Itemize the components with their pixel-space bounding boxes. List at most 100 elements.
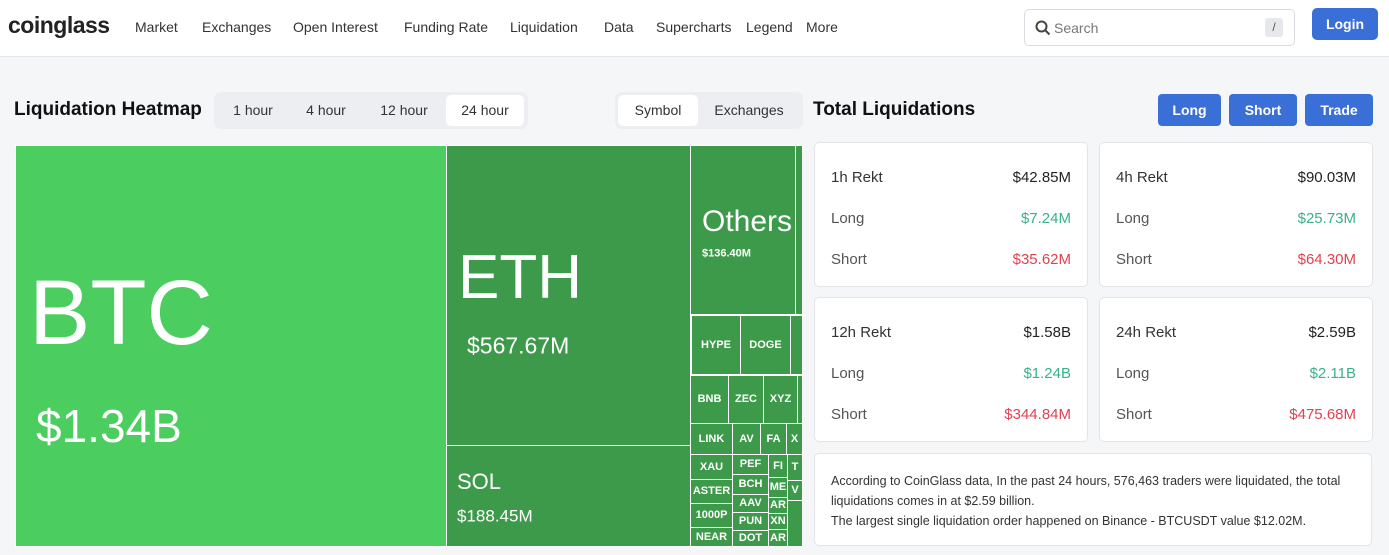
summary-note: According to CoinGlass data, In the past… — [814, 453, 1372, 546]
time-tab[interactable]: 24 hour — [446, 95, 524, 126]
heatmap-tile[interactable]: AAV — [732, 494, 769, 513]
tile-label: AAV — [739, 497, 762, 509]
view-tab[interactable]: Exchanges — [714, 102, 784, 118]
heatmap-tile[interactable]: FI — [768, 454, 788, 478]
tile-label: PEF — [739, 458, 762, 470]
card-row: 12h Rekt $1.58B — [831, 324, 1071, 341]
nav-link[interactable]: Open Interest — [293, 19, 378, 35]
tile-label: BTC — [29, 262, 213, 364]
search-icon — [1035, 20, 1051, 36]
heatmap-tile[interactable]: SOL $188.45M — [446, 445, 691, 547]
row-label: Long — [831, 210, 865, 227]
heatmap-tile[interactable]: AR — [768, 529, 788, 547]
heatmap-tile[interactable]: LINK — [690, 423, 733, 455]
tile-value: $136.40M — [702, 247, 751, 260]
card-row: Long $1.24B — [831, 365, 1071, 382]
tile-label: V — [791, 484, 799, 496]
nav-link[interactable]: Market — [135, 19, 178, 35]
heatmap-tile[interactable]: AR — [768, 497, 788, 514]
heatmap-tile[interactable]: 1000P — [690, 503, 733, 528]
card-row: Short $475.68M — [1116, 406, 1356, 423]
heatmap-tile[interactable]: XAU — [690, 454, 733, 480]
action-button[interactable]: Long — [1158, 94, 1221, 126]
heatmap-tile[interactable]: BCH — [732, 474, 769, 495]
heatmap-tile[interactable]: XYZ — [763, 375, 798, 424]
heatmap-tile[interactable]: NEAR — [690, 527, 733, 547]
row-label: 12h Rekt — [831, 324, 892, 341]
heatmap-tile[interactable]: ETH $567.67M — [446, 145, 691, 446]
heatmap-tile[interactable]: PUN — [732, 512, 769, 531]
nav-link[interactable]: Legend — [746, 19, 793, 35]
time-tab[interactable]: 12 hour — [380, 102, 428, 118]
tile-value: $1.34B — [36, 400, 182, 452]
card-row: Short $35.62M — [831, 251, 1071, 268]
note-line: According to CoinGlass data, In the past… — [831, 474, 1341, 508]
row-label: 4h Rekt — [1116, 169, 1168, 186]
rekt-card: 4h Rekt $90.03M Long $25.73M Short $64.30M — [1099, 142, 1373, 287]
heatmap-tile[interactable]: BTC $1.34B — [15, 145, 447, 547]
tile-label: AR — [770, 531, 786, 544]
tile-label: ME — [769, 481, 787, 493]
heatmap-tile[interactable]: DOT — [732, 530, 769, 547]
row-label: Long — [1116, 210, 1150, 227]
rekt-card: 12h Rekt $1.58B Long $1.24B Short $344.84M — [814, 297, 1088, 442]
view-tabs: Symbol Exchanges — [615, 92, 803, 129]
heatmap-tile[interactable]: PEF — [732, 454, 769, 475]
tile-label: ZEC — [735, 393, 757, 405]
nav-link[interactable]: Funding Rate — [404, 19, 489, 35]
tile-label: ETH — [458, 243, 582, 312]
tile-label: DOT — [738, 532, 763, 544]
heatmap-tile[interactable]: XN — [768, 513, 788, 530]
tile-label: T — [791, 461, 799, 473]
nav-link[interactable]: Exchanges — [202, 19, 272, 35]
row-value: $64.30M — [1297, 251, 1356, 268]
heatmap-tile[interactable]: DOGE — [740, 315, 791, 375]
card-row: Long $7.24M — [831, 210, 1071, 227]
tile-label: SOL — [457, 469, 502, 494]
card-row: 1h Rekt $42.85M — [831, 169, 1071, 186]
section-title: Total Liquidations — [813, 99, 976, 120]
row-label: Short — [1116, 406, 1152, 423]
rekt-card: 24h Rekt $2.59B Long $2.11B Short $475.68M — [1099, 297, 1373, 442]
nav-link[interactable]: Liquidation — [510, 19, 578, 35]
row-value: $25.73M — [1297, 210, 1356, 227]
heatmap-tile[interactable]: Others $136.40M — [690, 145, 796, 315]
heatmap-tile[interactable]: V — [787, 480, 803, 501]
heatmap-tile[interactable]: ME — [768, 477, 788, 498]
row-label: Long — [1116, 365, 1150, 382]
search-box[interactable]: Search / — [1024, 9, 1295, 46]
heatmap-tile[interactable]: HYPE — [691, 315, 741, 375]
card-row: 4h Rekt $90.03M — [1116, 169, 1356, 186]
tile-label: NEAR — [695, 530, 728, 543]
nav-link[interactable]: Data — [604, 19, 634, 35]
time-tab[interactable]: 1 hour — [233, 102, 273, 118]
nav-link[interactable]: Supercharts — [656, 19, 732, 35]
heatmap-tile[interactable]: BNB — [690, 375, 729, 424]
heatmap-tile[interactable]: ZEC — [728, 375, 764, 424]
action-button[interactable]: Short — [1229, 94, 1297, 126]
heatmap-tile[interactable]: FA — [760, 423, 787, 455]
heatmap-tile[interactable]: T — [787, 454, 803, 481]
tile-value: $567.67M — [467, 332, 570, 359]
view-tab[interactable]: Symbol — [618, 95, 698, 126]
heatmap-tile[interactable]: ASTER — [690, 479, 733, 504]
row-label: 24h Rekt — [1116, 324, 1177, 341]
tile-label: XYZ — [769, 393, 792, 405]
login-button[interactable]: Login — [1312, 8, 1378, 40]
tile-label: AR — [770, 499, 786, 511]
heatmap-tile — [795, 145, 803, 315]
time-tab[interactable]: 4 hour — [306, 102, 346, 118]
row-label: Short — [831, 251, 867, 268]
heatmap-tile[interactable]: AV — [732, 423, 761, 455]
tile-label: BCH — [738, 478, 763, 490]
action-button[interactable]: Trade — [1305, 94, 1373, 126]
tile-label: AV — [739, 432, 754, 445]
row-value: $2.59B — [1308, 324, 1356, 341]
heatmap-tile[interactable]: X — [786, 423, 803, 455]
tile-label: ASTER — [692, 485, 731, 497]
tile-label: XAU — [699, 460, 724, 473]
nav-link[interactable]: More — [806, 19, 838, 35]
row-label: Long — [831, 365, 865, 382]
logo[interactable]: coinglass — [8, 12, 110, 38]
card-row: Long $25.73M — [1116, 210, 1356, 227]
